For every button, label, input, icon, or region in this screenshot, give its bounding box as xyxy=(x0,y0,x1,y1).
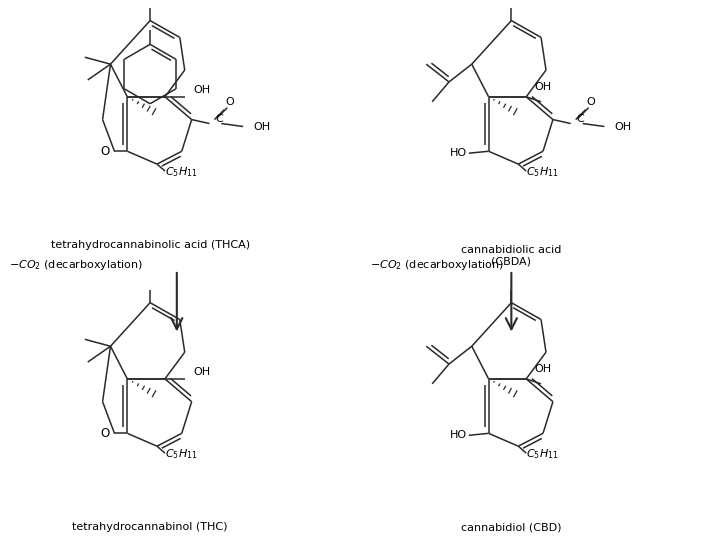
Text: O: O xyxy=(225,97,233,107)
Text: cannabidiolic acid
(CBDA): cannabidiolic acid (CBDA) xyxy=(461,245,562,267)
Text: $C_5H_{11}$: $C_5H_{11}$ xyxy=(526,165,559,179)
Text: tetrahydrocannabinolic acid (THCA): tetrahydrocannabinolic acid (THCA) xyxy=(51,240,250,250)
Text: $C_5H_{11}$: $C_5H_{11}$ xyxy=(165,165,197,179)
Text: $-CO_2$ (decarboxylation): $-CO_2$ (decarboxylation) xyxy=(8,258,142,272)
Text: O: O xyxy=(586,97,595,107)
Text: OH: OH xyxy=(194,85,211,95)
Text: tetrahydrocannabinol (THC): tetrahydrocannabinol (THC) xyxy=(73,522,228,533)
Text: OH: OH xyxy=(614,121,632,132)
Text: HO: HO xyxy=(450,148,467,158)
Text: OH: OH xyxy=(194,367,211,377)
Text: O: O xyxy=(100,145,109,158)
Text: C: C xyxy=(216,114,223,123)
Text: OH: OH xyxy=(253,121,270,132)
Text: O: O xyxy=(100,427,109,440)
Text: $-CO_2$ (decarboxylation): $-CO_2$ (decarboxylation) xyxy=(370,258,504,272)
Text: $C_5H_{11}$: $C_5H_{11}$ xyxy=(165,447,197,461)
Text: OH: OH xyxy=(534,364,551,374)
Text: $C_5H_{11}$: $C_5H_{11}$ xyxy=(526,447,559,461)
Text: OH: OH xyxy=(534,82,551,92)
Text: C: C xyxy=(577,114,584,123)
Text: HO: HO xyxy=(450,430,467,440)
Text: cannabidiol (CBD): cannabidiol (CBD) xyxy=(461,522,562,533)
